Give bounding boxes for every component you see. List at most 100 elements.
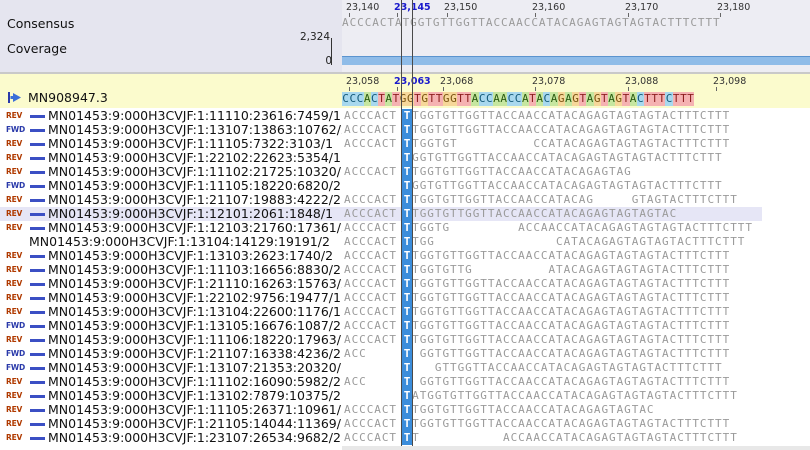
read-name: MN01453:9:000H3CVJF:1:22102:9756:19477/1 <box>48 290 341 305</box>
ref-ruler-tick-mark <box>535 87 536 91</box>
read-row[interactable]: REV MN01453:9:000H3CVJF:1:11106:18220:179… <box>0 333 349 347</box>
read-direction-arrow-icon <box>30 339 45 342</box>
read-direction-arrow-icon <box>30 171 45 174</box>
read-direction-label: REV <box>6 167 23 176</box>
reference-label-area[interactable]: MN908947.3 <box>0 74 342 108</box>
read-row[interactable]: REV MN01453:9:000H3CVJF:1:13102:7879:1037… <box>0 389 342 403</box>
reference-base: T <box>600 92 608 106</box>
read-sequence: GTTGGTTACCAACCATACAGAGTAGTAGTACTTTCTTT <box>344 361 723 374</box>
reference-base: C <box>543 92 551 106</box>
read-row[interactable]: REV MN01453:9:000H3CVJF:1:22102:9756:1947… <box>0 291 342 305</box>
read-alignment-row[interactable]: ACCCACT ATGGTGTTG ATACAGAGTAGTAGTACTTTCT… <box>342 263 810 277</box>
read-direction-arrow-icon <box>30 283 45 286</box>
reads-name-list[interactable]: REV MN01453:9:000H3CVJF:1:11110:23616:745… <box>0 108 349 450</box>
read-match-highlight: T <box>402 277 412 291</box>
read-row[interactable]: REV MN01453:9:000H3CVJF:1:11110:23616:745… <box>0 109 342 123</box>
read-sequence: ACCCACT ATGGTGTTG ATACAGAGTAGTAGTACTTTCT… <box>344 263 731 276</box>
read-name: MN01453:9:000H3CVJF:1:21107:19883:4222/2 <box>48 192 341 207</box>
reads-alignment-area[interactable]: ACCCACT ATGGTGTTGGTTACCAACCATACAGAGTAGT A… <box>342 108 810 450</box>
read-row[interactable]: REV MN01453:9:000H3CVJF:1:11102:16090:598… <box>0 375 342 389</box>
reference-track[interactable]: 23,058 23,063 23,068 23,078 23,088 23,098 C C C… <box>342 74 810 108</box>
read-alignment-row[interactable]: ACCCACT ATGGTGTTGGTTACCAACCATACAGAGTAGTA… <box>342 207 762 221</box>
read-row[interactable]: MN01453:9:000H3CVJF:1:13104:14129:19191/… <box>0 235 342 249</box>
read-alignment-row[interactable]: ACCCACT ATGGTGTTGGTTACCAACCATACAGAGTAGTA… <box>342 305 810 319</box>
read-direction-label: REV <box>6 153 23 162</box>
consensus-track[interactable]: 23,140 23,145 23,150 23,160 23,170 23,180 ACC… <box>342 0 810 72</box>
read-row[interactable]: REV MN01453:9:000H3CVJF:1:13103:2623:1740… <box>0 249 342 263</box>
reference-base: C <box>514 92 522 106</box>
read-row[interactable]: REV MN01453:9:000H3CVJF:1:11102:21725:103… <box>0 165 349 179</box>
read-alignment-row[interactable]: ACC GGTGTTGGTTACCAACCATACAGAGTAGTAGTACTT… <box>342 347 810 361</box>
read-row[interactable]: FWD MN01453:9:000H3CVJF:1:11105:18220:682… <box>0 179 342 193</box>
read-row[interactable]: FWD MN01453:9:000H3CVJF:1:21107:16338:423… <box>0 347 342 361</box>
top-ruler-tick-label: 23,140 <box>346 2 380 13</box>
read-match-highlight: T <box>402 361 412 375</box>
read-direction-arrow-icon <box>30 143 45 146</box>
read-row[interactable]: REV MN01453:9:000H3CVJF:1:13104:22600:117… <box>0 305 342 319</box>
read-match-base: T <box>403 431 411 444</box>
consensus-coverage-labels: Consensus Coverage 2,324 0 <box>0 0 342 72</box>
read-sequence: GGTGTTGGTTACCAACCATACAGAGTAGTAGTACTTTCTT… <box>344 151 723 164</box>
reference-base: G <box>399 92 407 106</box>
read-alignment-row[interactable]: ACCCACT ATGGTGTTGGTTACCAACCATACAGAGTAGTA… <box>342 109 810 123</box>
read-alignment-row[interactable]: ACCCACT ATGGTG ACCAACCATACAGAGTAGTAGTACT… <box>342 221 810 235</box>
panel-divider[interactable] <box>0 72 810 74</box>
read-row[interactable]: REV MN01453:9:000H3CVJF:1:23107:26534:968… <box>0 431 342 445</box>
read-row[interactable]: REV MN01453:9:000H3CVJF:1:12103:21760:173… <box>0 221 349 235</box>
read-row[interactable]: REV MN01453:9:000H3CVJF:1:22102:22623:535… <box>0 151 342 165</box>
top-ruler-tick-label: 23,145 <box>394 2 431 13</box>
reference-base: C <box>485 92 493 106</box>
horizontal-scrollbar[interactable] <box>342 446 810 450</box>
read-match-highlight: T <box>402 165 412 179</box>
read-alignment-row[interactable]: ACCCACT ATGG CATACAGAGTAGTAGTACTTTCTTT T <box>342 235 810 249</box>
read-alignment-row[interactable]: ACCCACT ATGGTGTTGGTTACCAACCATACAGAGTAGTA… <box>342 319 810 333</box>
read-name: MN01453:9:000H3CVJF:1:13107:21353:20320/… <box>48 360 349 375</box>
read-row[interactable]: REV MN01453:9:000H3CVJF:1:11103:16656:883… <box>0 263 342 277</box>
read-alignment-row[interactable]: ACCCACT ATGGTGTTGGTTACCAACCATACAGAGTAG T <box>342 165 810 179</box>
read-match-base: T <box>403 193 411 206</box>
read-alignment-row[interactable]: GGTGTTGGTTACCAACCATACAGAGTAGTAGTACTTTCTT… <box>342 151 810 165</box>
reference-base: C <box>342 92 350 106</box>
read-alignment-row[interactable]: ATGGTGTTGGTTACCAACCATACAGAGTAGTAGTACTTTC… <box>342 389 810 403</box>
read-name: MN01453:9:000H3CVJF:1:13105:16676:1087/2 <box>48 318 341 333</box>
read-direction-arrow-icon <box>30 129 45 132</box>
read-row[interactable]: REV MN01453:9:000H3CVJF:1:21105:14044:113… <box>0 417 349 431</box>
read-alignment-row[interactable]: ACCCACT ATGGTGTTGGTTACCAACCATACAGAGTAGTA… <box>342 249 810 263</box>
read-direction-arrow-icon <box>30 269 45 272</box>
read-alignment-row[interactable]: GTTGGTTACCAACCATACAGAGTAGTAGTACTTTCTTT T <box>342 361 810 375</box>
coverage-label: Coverage <box>7 41 67 56</box>
read-alignment-row[interactable]: ACCCACT ATGGTGTTGGTTACCAACCATACAG GTAGTA… <box>342 193 810 207</box>
read-row[interactable]: FWD MN01453:9:000H3CVJF:1:13105:16676:108… <box>0 319 342 333</box>
ref-ruler-tick-mark <box>716 87 717 91</box>
read-row[interactable]: REV MN01453:9:000H3CVJF:1:21110:16263:157… <box>0 277 349 291</box>
top-ruler-tick-label: 23,170 <box>625 2 659 13</box>
read-name: MN01453:9:000H3CVJF:1:11106:18220:17963/… <box>48 332 349 347</box>
read-alignment-row[interactable]: ACCCACT ATGGTGTTGGTTACCAACCATACAGAGTAGTA… <box>342 291 810 305</box>
read-row[interactable]: REV MN01453:9:000H3CVJF:1:21107:19883:422… <box>0 193 342 207</box>
read-alignment-row[interactable]: ACCCACT ATGGTGTTGGTTACCAACCATACAGAGTAGTA… <box>342 123 810 137</box>
read-alignment-row[interactable]: ACCCACT ATGGTGT CCATACAGAGTAGTAGTACTTTCT… <box>342 137 810 151</box>
read-alignment-row[interactable]: ACC GGTGTTGGTTACCAACCATACAGAGTAGTAGTACTT… <box>342 375 810 389</box>
read-alignment-row[interactable]: ACCCACT ATGGTGTTGGTTACCAACCATACAGAGTAGTA… <box>342 417 810 431</box>
read-direction-label: REV <box>6 279 23 288</box>
read-match-base: T <box>403 109 411 122</box>
read-row[interactable]: FWD MN01453:9:000H3CVJF:1:13107:13863:107… <box>0 123 349 137</box>
read-match-base: T <box>403 263 411 276</box>
read-row[interactable]: REV MN01453:9:000H3CVJF:1:11105:26371:109… <box>0 403 349 417</box>
read-row[interactable]: FWD MN01453:9:000H3CVJF:1:13107:21353:203… <box>0 361 349 375</box>
read-row[interactable]: REV MN01453:9:000H3CVJF:1:11105:7322:3103… <box>0 137 342 151</box>
read-match-highlight: T <box>402 207 412 221</box>
read-alignment-row[interactable]: ACCCACT ATGGTGTTGGTTACCAACCATACAGAGTAGTA… <box>342 277 810 291</box>
read-row[interactable]: REV MN01453:9:000H3CVJF:1:12101:2061:1848… <box>0 207 342 221</box>
read-alignment-row[interactable]: ACCCACT ATGGTGTTGGTTACCAACCATACAGAGTAGTA… <box>342 333 810 347</box>
read-direction-label: REV <box>6 419 23 428</box>
coverage-axis <box>331 38 332 65</box>
read-match-base: T <box>403 403 411 416</box>
reference-ruler: 23,058 23,063 23,068 23,078 23,088 23,098 <box>342 76 810 91</box>
read-alignment-row[interactable]: ACCCACT AT ACCAACCATACAGAGTAGTAGTACTTTCT… <box>342 431 810 445</box>
read-name: MN01453:9:000H3CVJF:1:13102:7879:10375/2 <box>48 388 341 403</box>
read-name: MN01453:9:000H3CVJF:1:11103:16656:8830/2 <box>48 262 341 277</box>
reference-base: T <box>643 92 652 106</box>
read-alignment-row[interactable]: GGTGTTGGTTACCAACCATACAGAGTAGTAGTACTTTCTT… <box>342 179 810 193</box>
read-alignment-row[interactable]: ACCCACT ATGGTGTTGGTTACCAACCATACAGAGTAGTA… <box>342 403 810 417</box>
